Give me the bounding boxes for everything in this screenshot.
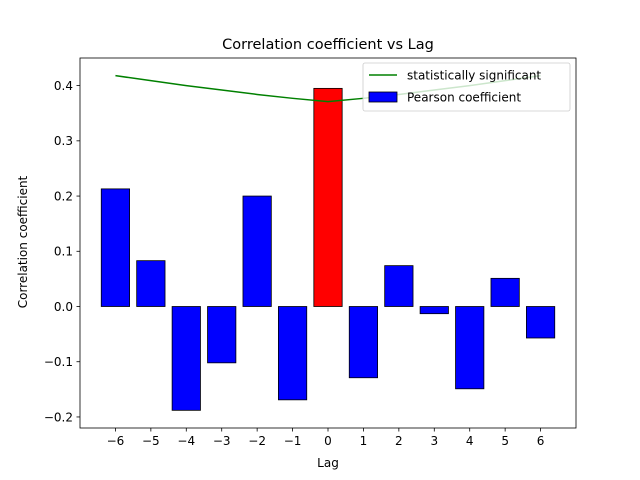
plot-area: −6 −5 −4 −3 −2 −1 0 1 2 3 4 5 6 −0.2 −0.1 0.0 0.1 0.2 0.3 0…	[44, 57, 577, 448]
bar-lag--6	[100, 188, 130, 307]
y-tick-label: 0.0	[54, 300, 73, 314]
legend-label-pearson: Pearson coefficient	[407, 91, 521, 105]
x-tick-label: −1	[284, 434, 302, 448]
x-tick-label: −5	[142, 434, 160, 448]
x-tick-label: −4	[177, 434, 195, 448]
chart-title: Correlation coefficient vs Lag	[222, 37, 434, 53]
legend: statistically significant Pearson coeffic…	[362, 62, 571, 112]
x-tick-label: 4	[466, 434, 474, 448]
x-tick-label: 3	[430, 434, 438, 448]
bar-lag-2	[384, 265, 414, 307]
bar-lag-5	[490, 277, 520, 307]
y-tick-label: −0.1	[44, 355, 73, 369]
y-tick-label: 0.3	[54, 134, 73, 148]
y-tick-label: 0.1	[54, 245, 73, 259]
x-tick-label: 0	[324, 434, 332, 448]
bar-lag--4	[171, 306, 201, 411]
bar-lag-6	[526, 306, 556, 339]
x-tick-label: 2	[395, 434, 403, 448]
x-axis-label: Lag	[317, 456, 339, 470]
bar-lag--2	[242, 195, 272, 307]
bar-lag--1	[277, 306, 308, 401]
x-tick-label: 1	[360, 434, 368, 448]
y-tick-label: 0.4	[54, 79, 73, 93]
legend-bar-swatch	[368, 91, 398, 103]
legend-label-significance: statistically significant	[407, 69, 541, 83]
y-tick-label: 0.2	[54, 189, 73, 203]
x-tick-label: 6	[537, 434, 545, 448]
bar-lag-3	[419, 306, 449, 315]
bar-lag-4	[455, 306, 485, 390]
y-axis-label: Correlation coefficient	[16, 175, 30, 308]
y-tick-label: −0.2	[44, 410, 73, 424]
x-tick-label: −6	[107, 434, 125, 448]
bar-lag-0	[313, 87, 343, 307]
bar-lag--5	[136, 260, 166, 307]
legend-frame	[362, 62, 571, 112]
x-tick-label: −3	[213, 434, 231, 448]
bar-lag--3	[207, 306, 237, 364]
x-tick-label: 5	[501, 434, 509, 448]
bar-lag-1	[348, 306, 378, 379]
x-tick-label: −2	[248, 434, 266, 448]
